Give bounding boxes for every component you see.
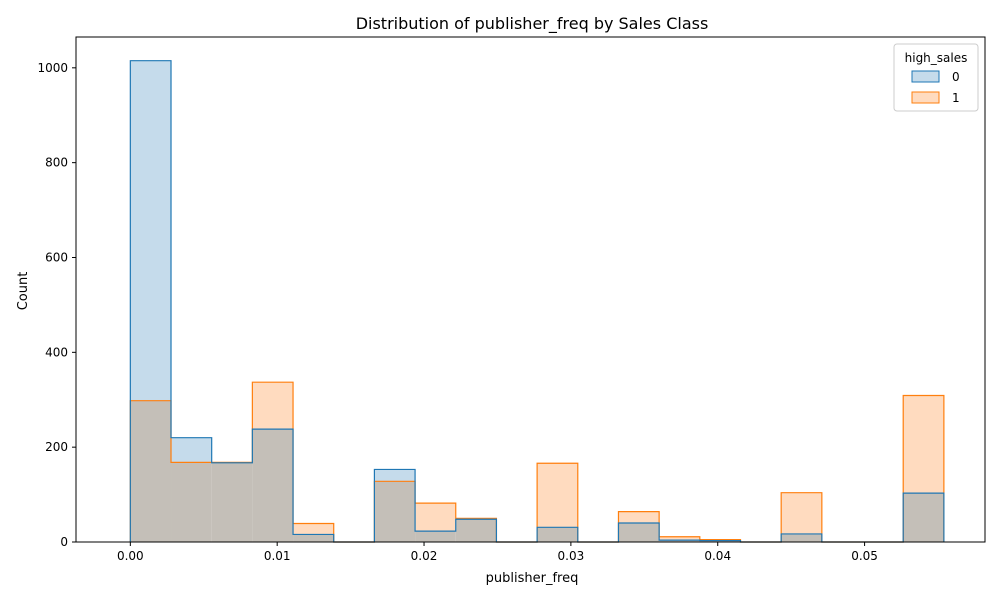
bar-overlap-4: [293, 534, 334, 542]
x-tick-label-5: 0.05: [851, 549, 878, 563]
y-axis-label: Count: [16, 272, 31, 311]
bar-overlap-3: [252, 429, 293, 542]
y-tick-label-3: 600: [45, 250, 68, 264]
x-tick-label-4: 0.04: [704, 549, 731, 563]
bar-series-0-1: [171, 438, 212, 463]
bar-overlap-6: [374, 481, 415, 542]
y-tick-label-1: 200: [45, 440, 68, 454]
legend-title: high_sales: [905, 51, 968, 65]
y-tick-label-2: 400: [45, 345, 68, 359]
x-tick-label-1: 0.01: [264, 549, 291, 563]
x-tick-label-3: 0.03: [558, 549, 585, 563]
bar-overlap-8: [456, 519, 497, 542]
legend: high_sales 0 1: [894, 44, 978, 111]
y-tick-label-0: 0: [60, 535, 68, 549]
bar-series-1-4: [293, 524, 334, 535]
bar-overlap-10: [537, 527, 578, 542]
x-axis-label: publisher_freq: [486, 571, 579, 586]
legend-label-0: 0: [952, 70, 960, 84]
bar-overlap-1: [171, 462, 212, 542]
x-tick-label-0: 0.00: [117, 549, 144, 563]
bar-series-1-3: [252, 382, 293, 429]
x-tick-label-2: 0.02: [411, 549, 438, 563]
bar-overlap-16: [781, 534, 822, 542]
bar-series-0-6: [374, 469, 415, 481]
legend-swatch-1: [912, 92, 939, 103]
bar-series-1-19: [903, 395, 944, 493]
bar-overlap-0: [130, 401, 171, 542]
bar-series-0-0: [130, 61, 171, 401]
y-tick-label-5: 1000: [37, 61, 68, 75]
bar-overlap-12: [618, 523, 659, 542]
bar-series-1-10: [537, 463, 578, 527]
chart-title: Distribution of publisher_freq by Sales …: [356, 14, 709, 34]
bar-overlap-19: [903, 493, 944, 542]
bar-series-1-7: [415, 503, 456, 531]
bar-series-1-16: [781, 493, 822, 534]
legend-swatch-0: [912, 71, 939, 82]
y-tick-label-4: 800: [45, 156, 68, 170]
legend-label-1: 1: [952, 91, 960, 105]
bar-overlap-2: [212, 463, 253, 542]
bar-series-1-12: [618, 512, 659, 523]
bar-overlap-7: [415, 531, 456, 542]
